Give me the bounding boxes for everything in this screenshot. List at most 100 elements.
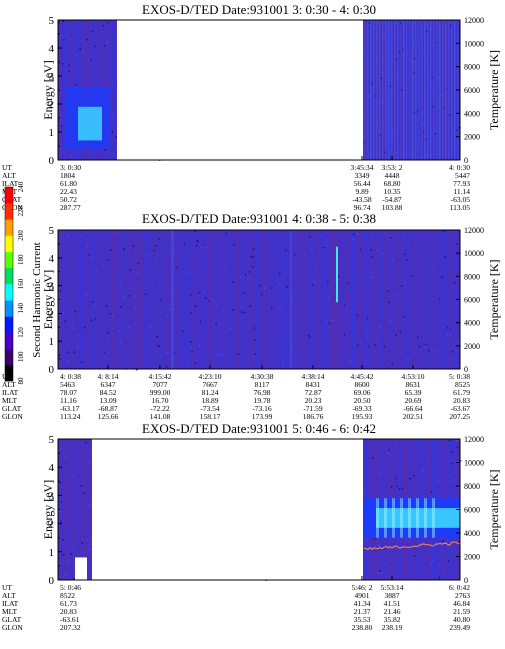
spectrogram-streak xyxy=(386,230,388,369)
spectrogram-speck xyxy=(159,298,162,301)
spectrogram-speck xyxy=(217,354,219,356)
spectrogram-streak xyxy=(406,20,408,160)
y-tick-label: 1 xyxy=(49,547,55,559)
spectrogram-speck xyxy=(60,125,63,127)
spectrogram-streak xyxy=(390,230,392,369)
table-cell: 68.80 xyxy=(384,179,401,188)
spectrogram-streak xyxy=(244,230,246,369)
y-tick-label: 2 xyxy=(49,99,55,111)
spectrogram-streak xyxy=(208,230,210,369)
table-cell: 207.32 xyxy=(60,623,81,632)
spectrogram-streak xyxy=(362,230,364,369)
spectrogram-streak xyxy=(232,230,234,369)
spectrogram-streak xyxy=(392,230,394,369)
spectrogram-speck xyxy=(379,134,381,136)
spectrogram-streak xyxy=(332,230,334,369)
spectrogram-speck xyxy=(387,281,390,283)
y-tick-label: 0 xyxy=(49,155,55,167)
spectrogram-speck xyxy=(239,276,242,278)
orbit-table: UT 3: 0:30 3:45:34 3:53: 2 4: 0:30 ALT 1804 334… xyxy=(2,163,470,212)
spectrogram-speck xyxy=(432,270,435,273)
table-cell: 22.43 xyxy=(60,187,77,196)
spectrogram-speck xyxy=(244,296,247,299)
spectrogram-speck xyxy=(181,330,184,332)
spectrogram-streak xyxy=(400,20,402,160)
spectrogram-streak xyxy=(418,230,420,369)
spectrogram-speck xyxy=(323,247,325,249)
spectrogram-streak xyxy=(92,230,94,369)
spectrogram-speck xyxy=(72,545,75,547)
spectrogram-speck xyxy=(453,282,456,284)
spectrogram-streak xyxy=(448,20,450,160)
table-cell: 238.80 xyxy=(352,623,373,632)
spectrogram-streak xyxy=(322,230,324,369)
y-axis-label: Energy [eV] xyxy=(41,60,55,119)
y2-axis-label: Temperature [K] xyxy=(487,259,501,339)
y2-tick-label: 12000 xyxy=(464,16,484,25)
colorbar-segment xyxy=(5,251,13,269)
spectrogram-streak xyxy=(376,230,378,369)
spectrogram-streak xyxy=(114,20,116,160)
spectrogram-speck xyxy=(449,333,452,336)
spectrogram-streak xyxy=(130,230,132,369)
spectrogram-streak xyxy=(164,230,166,369)
spectrogram-speck xyxy=(225,325,227,327)
spectrogram-speck xyxy=(230,328,233,330)
spectrogram-speck xyxy=(58,21,60,24)
spectrogram-streak xyxy=(64,20,66,160)
spectrogram-speck xyxy=(88,461,90,463)
spectrogram-streak xyxy=(62,230,64,369)
spectrogram-streak xyxy=(88,439,90,580)
spectrogram-streak xyxy=(74,230,76,369)
spectrogram-speck xyxy=(384,34,386,37)
spectrogram-speck xyxy=(120,284,122,286)
spectrogram-speck xyxy=(103,351,105,353)
spectrogram-speck xyxy=(250,255,253,258)
table-cell: -63.67 xyxy=(451,404,471,413)
spectrogram-streak xyxy=(196,230,198,369)
table-cell: 77.93 xyxy=(453,179,470,188)
spectrogram-streak xyxy=(422,230,424,369)
spectrogram-streak xyxy=(386,20,388,160)
spectrogram-speck xyxy=(85,271,88,273)
y2-tick-label: 0 xyxy=(464,156,468,165)
spectrogram-streak xyxy=(102,230,104,369)
spectrogram-speck xyxy=(403,253,406,256)
spectrogram-speck xyxy=(66,360,69,362)
spectrogram-speck xyxy=(190,347,192,349)
spectrogram-streak xyxy=(412,20,414,160)
spectrogram-speck xyxy=(291,345,294,347)
spectrogram-streak xyxy=(180,230,182,369)
spectrogram-speck xyxy=(189,272,191,275)
spectrogram-speck xyxy=(368,95,370,97)
colorbar-segment xyxy=(5,187,13,204)
spectrogram-streak xyxy=(409,20,411,160)
spectrogram-speck xyxy=(109,313,112,315)
table-cell: 238.19 xyxy=(382,623,403,632)
spectrogram-speck xyxy=(327,281,329,283)
spectrogram-speck xyxy=(395,334,397,336)
spectrogram-streak xyxy=(330,230,332,369)
spectrogram-speck xyxy=(81,361,83,363)
table-cell: 4:15:42 xyxy=(149,372,172,381)
spectrogram-speck xyxy=(456,129,458,132)
spectrogram-streak xyxy=(397,20,399,160)
y-tick-label: 2 xyxy=(49,519,55,531)
spectrogram-streak xyxy=(426,20,428,160)
table-cell: 20.23 xyxy=(305,396,322,405)
y2-tick-label: 10000 xyxy=(464,459,484,468)
band-streak xyxy=(432,498,435,538)
spectrogram-streak xyxy=(234,230,236,369)
spectrogram-speck xyxy=(252,327,255,329)
spectrogram-speck xyxy=(415,241,417,244)
spectrogram-speck xyxy=(158,345,161,348)
spectrogram-streak xyxy=(427,20,429,160)
spectrogram-speck xyxy=(279,272,281,275)
spectrogram-speck xyxy=(189,294,192,296)
spectrogram-streak xyxy=(144,230,146,369)
spectrogram-speck xyxy=(106,332,109,334)
panel-3: EXOS-D/TED Date:931001 5: 0:46 - 6: 0:42… xyxy=(2,421,501,632)
spectrogram-streak xyxy=(318,230,320,369)
spectrogram-speck xyxy=(385,232,387,234)
spectrogram-speck xyxy=(304,253,306,255)
